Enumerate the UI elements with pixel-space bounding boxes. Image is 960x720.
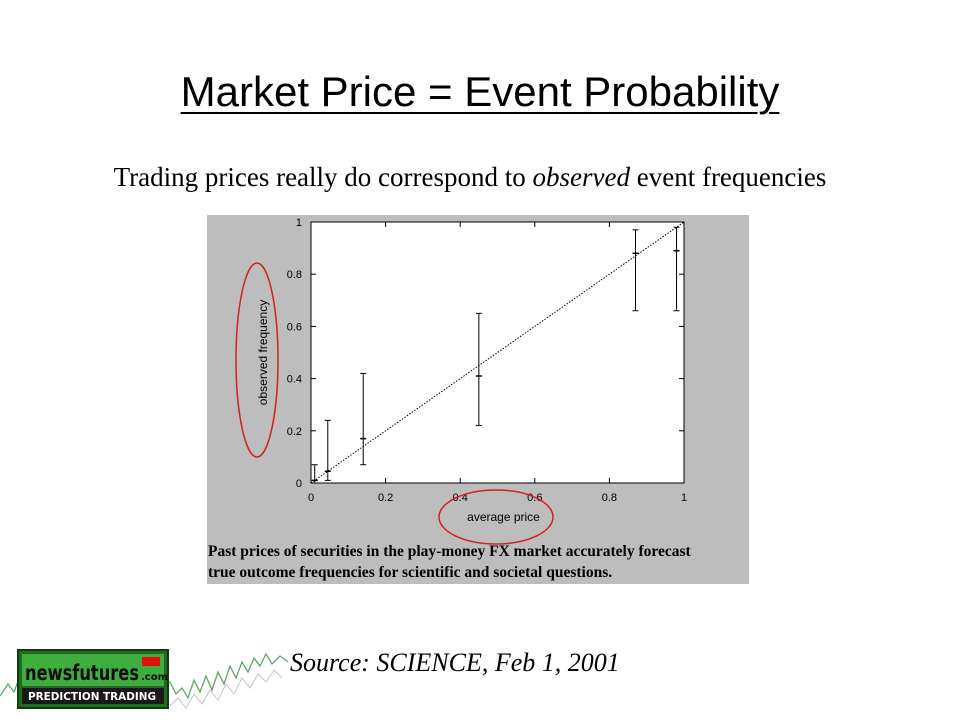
y-tick-label: 0.8 — [287, 269, 302, 281]
y-tick-label: 0.6 — [287, 321, 302, 333]
caption-line-2: true outcome frequencies for scientific … — [208, 564, 613, 581]
reference-line — [310, 221, 685, 484]
x-tick-label: 1 — [681, 492, 687, 504]
logo-red-box — [142, 657, 160, 666]
logo-brand-bar — [22, 654, 164, 686]
subtitle-text-end: event frequencies — [629, 162, 827, 192]
slide-title: Market Price = Event Probability — [0, 68, 960, 116]
slide-title-text: Market Price = Event Probability — [180, 68, 780, 115]
x-tick-label: 0 — [308, 492, 314, 504]
plot-area — [310, 221, 685, 484]
caption-text-1a: Past prices of securities in the play-mo… — [208, 543, 490, 560]
y-axis-label: observed frequency — [256, 300, 270, 405]
logo-brand-text: newsfutures — [25, 661, 139, 685]
newsfutures-logo: newsfutures .com PREDICTION TRADING — [0, 649, 289, 709]
subtitle-text-start: Trading prices really do correspond to — [113, 162, 533, 192]
xlabel-highlight-ellipse — [438, 489, 554, 545]
caption-text-1b: FX — [489, 543, 510, 560]
logo-tagline: PREDICTION TRADING — [28, 690, 156, 703]
slide-subtitle: Trading prices really do correspond to o… — [0, 162, 940, 193]
x-axis-label: average price — [467, 510, 540, 524]
x-tick-label: 0.2 — [378, 492, 393, 504]
logo-price-line-2 — [169, 669, 283, 709]
subtitle-emphasis: observed — [532, 162, 630, 192]
y-tick-label: 0.2 — [287, 426, 302, 438]
y-tick-label: 1 — [296, 217, 302, 229]
x-tick-label: 0.8 — [602, 492, 617, 504]
y-tick-label: 0 — [296, 478, 302, 490]
chart-panel: 0 0.2 0.4 0.6 0.8 1 0 0.2 0.4 0.6 0.8 1 average pric… — [207, 215, 749, 584]
caption-text-1c: market accurately forecast — [509, 543, 691, 560]
logo-tagline-bar — [22, 688, 164, 704]
source-citation: Source: SCIENCE, Feb 1, 2001 — [290, 648, 620, 677]
figure-caption: Past prices of securities in the play-mo… — [208, 541, 753, 583]
y-tick-label: 0.4 — [287, 374, 302, 386]
logo-brand-suffix: .com — [141, 672, 168, 683]
caption-line-1: Past prices of securities in the play-mo… — [208, 541, 753, 562]
ylabel-highlight-ellipse — [235, 262, 279, 458]
